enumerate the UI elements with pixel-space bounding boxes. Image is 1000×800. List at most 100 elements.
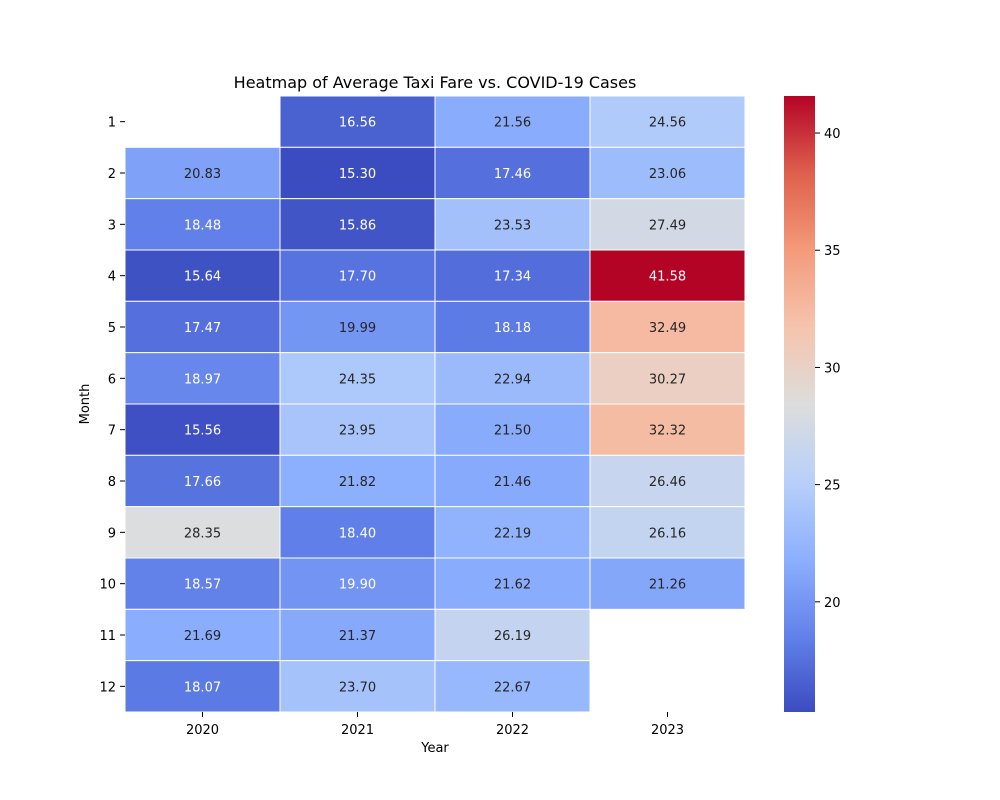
x-tick-label: 2021 — [341, 723, 374, 738]
y-tick-label: 9 — [108, 526, 116, 541]
cell-value-label: 17.66 — [184, 475, 221, 490]
cell-value-label: 32.49 — [649, 321, 686, 336]
cell-value-label: 21.37 — [339, 629, 376, 644]
cell-value-label: 19.90 — [339, 578, 376, 593]
cell-value-label: 30.27 — [649, 372, 686, 387]
cell-value-label: 18.97 — [184, 372, 221, 387]
heatmap-cell — [434, 608, 591, 662]
cell-value-label: 18.40 — [339, 526, 376, 541]
cell-value-label: 21.46 — [494, 475, 531, 490]
cell-value-label: 21.82 — [339, 475, 376, 490]
heatmap-cell — [124, 146, 281, 200]
y-tick-label: 3 — [108, 218, 116, 233]
heatmap-cell — [124, 660, 281, 713]
y-tick-label: 12 — [99, 680, 116, 695]
x-axis-ticks: 2020 2021 2022 2023 — [186, 712, 684, 738]
y-tick-label: 11 — [99, 629, 116, 644]
heatmap-cell — [434, 146, 591, 200]
heatmap-cell — [279, 557, 436, 610]
heatmap-cells: 16.56 21.56 24.56 20.83 15.30 17.46 23.06 18.48… — [124, 95, 746, 713]
cell-value-label: 41.58 — [649, 270, 686, 285]
cell-value-label: 22.94 — [494, 372, 531, 387]
colorbar-tick-label: 25 — [824, 479, 841, 494]
y-tick-label: 10 — [99, 578, 116, 593]
cell-value-label: 21.69 — [184, 629, 221, 644]
cell-value-label: 23.53 — [494, 218, 531, 233]
cell-value-label: 26.46 — [649, 475, 686, 490]
cell-value-label: 23.06 — [649, 167, 686, 182]
cell-value-label: 21.62 — [494, 578, 531, 593]
heatmap-cell — [434, 95, 591, 148]
heatmap-cell — [279, 403, 436, 456]
y-tick-label: 2 — [108, 167, 116, 182]
heatmap-cell — [589, 249, 746, 302]
heatmap-cell — [589, 352, 746, 405]
cell-value-label: 15.30 — [339, 167, 376, 182]
heatmap-cell — [434, 557, 591, 610]
cell-value-label: 18.57 — [184, 578, 221, 593]
cell-value-label: 18.07 — [184, 680, 221, 695]
cell-value-label: 17.46 — [494, 167, 531, 182]
cell-value-label: 21.50 — [494, 424, 531, 439]
x-tick-label: 2020 — [186, 723, 219, 738]
heatmap-cell — [279, 249, 436, 302]
cell-value-label: 22.19 — [494, 526, 531, 541]
cell-value-label: 17.47 — [184, 321, 221, 336]
cell-value-label: 23.95 — [339, 424, 376, 439]
cell-value-label: 16.56 — [339, 116, 376, 131]
y-tick-label: 1 — [108, 116, 116, 131]
colorbar-tick-label: 40 — [824, 127, 841, 142]
colorbar: 20 25 30 35 40 — [784, 96, 841, 712]
colorbar-tick-label: 20 — [824, 596, 841, 611]
heatmap-cell — [279, 300, 436, 354]
y-tick-label: 8 — [108, 475, 116, 490]
heatmap-cell — [589, 198, 746, 251]
cell-value-label: 18.18 — [494, 321, 531, 336]
heatmap-cell — [279, 95, 436, 148]
y-tick-label: 6 — [108, 372, 116, 387]
heatmap-cell — [589, 403, 746, 456]
cell-value-label: 17.70 — [339, 270, 376, 285]
heatmap-cell — [589, 300, 746, 354]
heatmap-cell — [279, 352, 436, 405]
heatmap-cell — [589, 506, 746, 559]
heatmap-cell — [279, 454, 436, 508]
cell-value-label: 24.35 — [339, 372, 376, 387]
heatmap-cell — [124, 249, 281, 302]
cell-value-label: 24.56 — [649, 116, 686, 131]
heatmap-cell — [124, 557, 281, 610]
cell-value-label: 27.49 — [649, 218, 686, 233]
heatmap-cell — [124, 352, 281, 405]
heatmap-cell — [279, 146, 436, 200]
cell-value-label: 18.48 — [184, 218, 221, 233]
heatmap-cell — [589, 454, 746, 508]
cell-value-label: 15.64 — [184, 270, 221, 285]
heatmap-cell — [434, 660, 591, 713]
heatmap-cell — [589, 557, 746, 610]
cell-value-label: 32.32 — [649, 424, 686, 439]
colorbar-gradient — [784, 96, 815, 712]
y-tick-label: 7 — [108, 424, 116, 439]
cell-value-label: 19.99 — [339, 321, 376, 336]
x-tick-label: 2023 — [651, 723, 684, 738]
chart-title: Heatmap of Average Taxi Fare vs. COVID-1… — [234, 73, 637, 92]
heatmap-cell — [434, 352, 591, 405]
y-axis-label: Month — [78, 384, 93, 425]
cell-value-label: 23.70 — [339, 680, 376, 695]
heatmap-cell — [124, 608, 281, 662]
x-axis-label: Year — [420, 741, 449, 756]
heatmap-cell — [434, 249, 591, 302]
heatmap-cell — [434, 300, 591, 354]
y-tick-label: 5 — [108, 321, 116, 336]
cell-value-label: 17.34 — [494, 270, 531, 285]
heatmap-cell — [589, 95, 746, 148]
heatmap-cell — [124, 454, 281, 508]
colorbar-tick-label: 35 — [824, 244, 841, 259]
y-tick-label: 4 — [108, 270, 116, 285]
cell-value-label: 22.67 — [494, 680, 531, 695]
cell-value-label: 15.56 — [184, 424, 221, 439]
cell-value-label: 28.35 — [184, 526, 221, 541]
